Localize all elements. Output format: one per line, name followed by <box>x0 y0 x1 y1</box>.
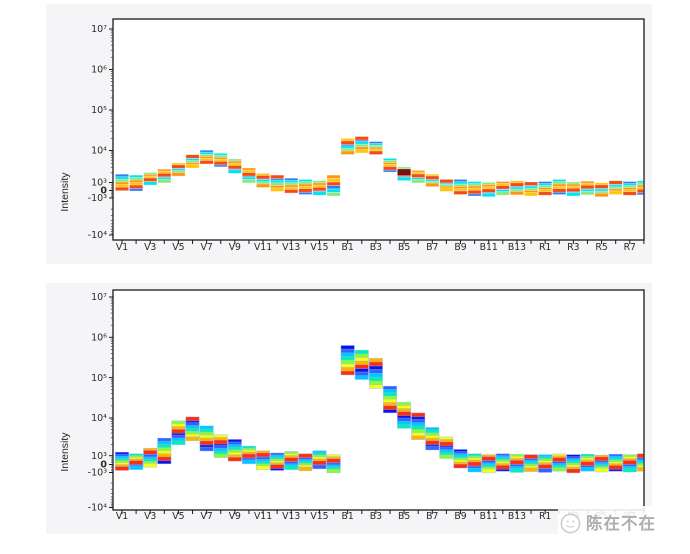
svg-text:R5: R5 <box>595 242 607 253</box>
svg-text:V5: V5 <box>172 242 184 253</box>
svg-text:0: 0 <box>100 460 107 471</box>
svg-text:10⁵: 10⁵ <box>91 105 107 116</box>
svg-text:10³: 10³ <box>91 178 107 189</box>
svg-text:10⁴: 10⁴ <box>91 146 107 157</box>
svg-text:B13: B13 <box>508 511 526 522</box>
doodle-circle-logo-icon <box>560 513 581 533</box>
svg-text:R1: R1 <box>539 511 551 522</box>
svg-text:V3: V3 <box>144 242 156 253</box>
svg-text:B1: B1 <box>342 511 354 522</box>
y-axis-label-top: Intensity <box>59 132 73 252</box>
svg-text:10⁷: 10⁷ <box>91 292 107 303</box>
svg-text:B3: B3 <box>370 242 382 253</box>
svg-text:V7: V7 <box>200 242 212 253</box>
svg-text:B1: B1 <box>342 242 354 253</box>
svg-text:V9: V9 <box>229 511 241 522</box>
svg-text:R7: R7 <box>624 242 636 253</box>
svg-text:B7: B7 <box>426 242 438 253</box>
y-axis-label-bottom: Intensity <box>59 392 73 512</box>
svg-text:B13: B13 <box>508 242 526 253</box>
svg-text:V11: V11 <box>254 242 272 253</box>
svg-text:-10⁴: -10⁴ <box>88 503 108 514</box>
svg-text:V13: V13 <box>282 242 300 253</box>
svg-text:0: 0 <box>100 186 107 197</box>
svg-text:R3: R3 <box>567 242 579 253</box>
svg-text:V1: V1 <box>116 242 128 253</box>
svg-text:V15: V15 <box>310 242 328 253</box>
watermark-text: 陈在不在 <box>586 515 656 533</box>
svg-text:B5: B5 <box>398 511 410 522</box>
svg-text:V15: V15 <box>310 511 328 522</box>
svg-text:10⁷: 10⁷ <box>91 24 107 35</box>
svg-text:V7: V7 <box>200 511 212 522</box>
svg-text:10⁴: 10⁴ <box>91 413 107 424</box>
svg-text:B5: B5 <box>398 242 410 253</box>
y-axis-label-text: Intensity <box>59 172 71 212</box>
svg-text:10⁵: 10⁵ <box>91 373 107 384</box>
y-axis-label-text: Intensity <box>59 432 71 472</box>
svg-text:-10³: -10³ <box>88 468 108 479</box>
svg-text:V1: V1 <box>116 511 128 522</box>
svg-text:10³: 10³ <box>91 451 107 462</box>
svg-text:V3: V3 <box>144 511 156 522</box>
svg-text:-10⁴: -10⁴ <box>88 230 108 241</box>
svg-text:10⁶: 10⁶ <box>91 65 107 76</box>
svg-text:B3: B3 <box>370 511 382 522</box>
watermark: 陈在不在 <box>558 506 690 538</box>
svg-text:10⁶: 10⁶ <box>91 333 107 344</box>
svg-text:R1: R1 <box>539 242 551 253</box>
svg-text:V11: V11 <box>254 511 272 522</box>
svg-text:B7: B7 <box>426 511 438 522</box>
svg-text:B9: B9 <box>454 242 466 253</box>
svg-text:B11: B11 <box>480 242 498 253</box>
svg-text:-10³: -10³ <box>88 193 108 204</box>
svg-text:V13: V13 <box>282 511 300 522</box>
svg-text:B11: B11 <box>480 511 498 522</box>
svg-text:B9: B9 <box>454 511 466 522</box>
svg-text:V5: V5 <box>172 511 184 522</box>
svg-text:V9: V9 <box>229 242 241 253</box>
